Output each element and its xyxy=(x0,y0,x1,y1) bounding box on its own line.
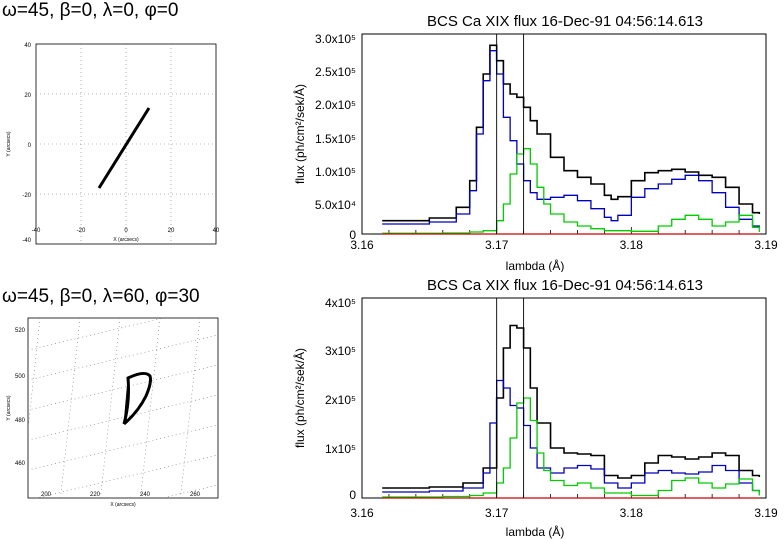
x-axis-label: X (arcsecs) xyxy=(113,237,139,243)
y-tick-label: 4x10⁵ xyxy=(325,296,356,310)
x-tick-label: 20 xyxy=(168,228,175,234)
loop-projection-curve xyxy=(122,371,152,426)
y-tick-label: 5.0x10⁴ xyxy=(315,198,356,212)
spectrum-series-2 xyxy=(382,397,760,498)
top-left-panel-title: ω=45, β=0, λ=0, φ=0 xyxy=(2,0,179,21)
y-axis-label: Y (arcsecs) xyxy=(6,395,12,421)
plot-frame xyxy=(361,33,767,235)
plot-area xyxy=(361,298,767,499)
x-tick-label: 3.16 xyxy=(350,238,374,252)
x-tick-label: 3.19 xyxy=(754,506,778,520)
y-tick-label: 2.5x10⁵ xyxy=(315,65,356,79)
y-tick-label: -20 xyxy=(22,193,31,199)
y-tick-label: 3x10⁵ xyxy=(325,344,356,358)
y-tick-label: -40 xyxy=(22,238,31,244)
chart-title: BCS Ca XIX flux 16-Dec-91 04:56:14.613 xyxy=(427,13,703,30)
x-tick-label: 3.18 xyxy=(620,506,644,520)
spectrum-series-2 xyxy=(382,148,760,234)
y-axis-label: Y (arcsecs) xyxy=(6,131,12,157)
y-tick-label: 0 xyxy=(28,143,32,149)
x-tick-label: 260 xyxy=(190,492,201,498)
y-axis-label: flux (ph/cm²/sek/Å) xyxy=(292,84,307,184)
loop-projection-line xyxy=(97,107,151,189)
bottom-left-position-plot: 200 220 240 260 520 500 480 460 X (arcse… xyxy=(6,317,219,508)
y-tick-label: 1.0x10⁵ xyxy=(315,165,356,179)
x-tick-label: 3.17 xyxy=(485,506,509,520)
y-tick-label: 520 xyxy=(15,328,26,334)
x-tick-label: 0 xyxy=(124,228,128,234)
bottom-spectrum-chart: BCS Ca XIX flux 16-Dec-91 04:56:14.613 3… xyxy=(292,277,778,539)
spectrum-series-1 xyxy=(382,50,760,228)
y-axis-label: flux (ph/cm²/sek/Å) xyxy=(292,348,307,448)
x-tick-label: 3.19 xyxy=(754,238,778,252)
x-tick-label: 40 xyxy=(213,228,220,234)
y-tick-label: 460 xyxy=(15,461,26,467)
y-tick-label: 40 xyxy=(24,43,31,49)
x-tick-label: 200 xyxy=(41,492,52,498)
bottom-left-panel-title: ω=45, β=0, λ=60, φ=30 xyxy=(2,286,200,307)
x-axis-label: X (arcsecs) xyxy=(110,502,136,508)
top-left-position-plot: -40 -20 0 20 40 40 20 0 -20 -40 X (arcse… xyxy=(6,43,220,245)
y-tick-label: 20 xyxy=(24,93,31,99)
x-tick-label: 3.16 xyxy=(350,506,374,520)
x-tick-label: 3.17 xyxy=(485,238,509,252)
x-tick-label: 220 xyxy=(90,492,101,498)
x-tick-label: 240 xyxy=(140,492,151,498)
spectrum-series-0 xyxy=(382,324,761,489)
top-spectrum-chart: BCS Ca XIX flux 16-Dec-91 04:56:14.613 3… xyxy=(292,13,778,272)
chart-title: BCS Ca XIX flux 16-Dec-91 04:56:14.613 xyxy=(427,277,703,294)
plot-frame xyxy=(27,317,219,499)
loop-projection-chord xyxy=(123,379,129,425)
plot-area xyxy=(361,34,767,235)
y-tick-label: 480 xyxy=(15,418,26,424)
spectrum-series-1 xyxy=(382,379,760,493)
y-tick-label: 500 xyxy=(15,374,26,380)
x-axis-label: lambda (Å) xyxy=(506,258,565,272)
x-tick-label: -20 xyxy=(77,228,86,234)
x-tick-label: 3.18 xyxy=(620,238,644,252)
y-tick-label: 0 xyxy=(349,488,356,502)
y-tick-label: 1.5x10⁵ xyxy=(315,132,356,146)
x-axis-label: lambda (Å) xyxy=(506,524,565,539)
y-tick-label: 2x10⁵ xyxy=(325,393,356,407)
spectrum-series-0 xyxy=(382,44,761,222)
y-tick-label: 0 xyxy=(349,228,356,242)
y-tick-label: 2.0x10⁵ xyxy=(315,98,356,112)
y-tick-label: 3.0x10⁵ xyxy=(315,32,356,46)
y-tick-label: 1x10⁵ xyxy=(325,442,356,456)
x-tick-label: -40 xyxy=(32,228,41,234)
